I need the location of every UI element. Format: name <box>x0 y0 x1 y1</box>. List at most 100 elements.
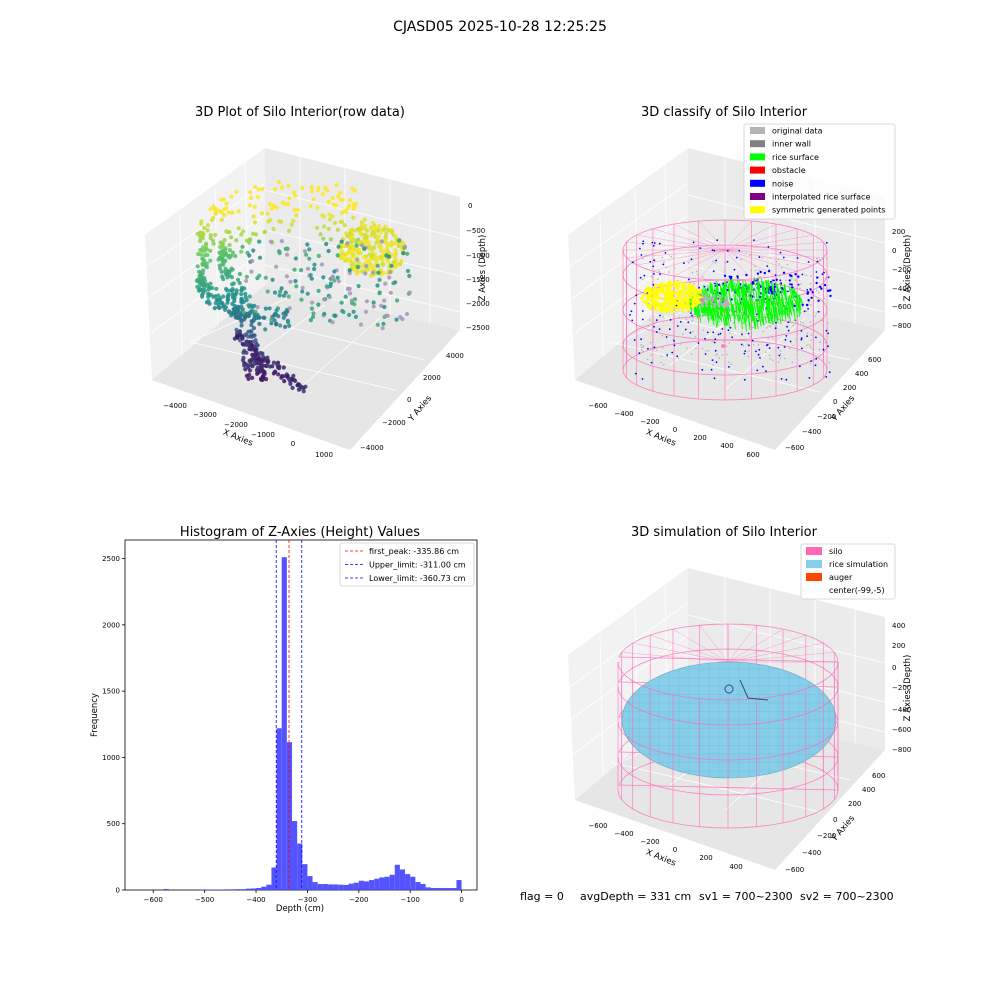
original-data-point <box>685 347 688 350</box>
noise-point <box>753 239 755 242</box>
noise-point <box>687 321 690 324</box>
legend-label-original-data: original data <box>772 127 823 136</box>
noise-point <box>791 286 794 289</box>
symmetric-generated-point <box>651 300 655 303</box>
raw-data-point <box>281 293 286 298</box>
rice-surface-point <box>701 308 704 316</box>
histogram-bar <box>451 888 457 890</box>
rice-surface-point <box>786 304 789 316</box>
raw-data-point <box>336 194 341 199</box>
noise-point <box>829 294 832 298</box>
silo-roof-spoke <box>724 249 798 272</box>
symmetric-generated-point <box>683 287 687 291</box>
raw-data-point <box>251 326 256 331</box>
raw-data-point <box>272 318 277 323</box>
noise-point <box>706 331 709 334</box>
noise-point <box>713 377 716 380</box>
noise-point <box>777 346 780 349</box>
noise-point <box>641 318 644 321</box>
raw-data-point <box>208 207 213 212</box>
original-data-point <box>660 361 662 364</box>
raw-data-point <box>233 254 238 259</box>
noise-point <box>726 249 729 252</box>
silo-point <box>700 298 704 302</box>
rice-surface-point <box>738 309 742 320</box>
rice-surface-point <box>789 302 792 314</box>
raw-data-point <box>234 238 239 243</box>
y-tick-label: 600 <box>868 356 881 364</box>
histogram-bar <box>425 887 431 890</box>
symmetric-generated-point <box>642 300 646 304</box>
histogram-bar <box>297 843 303 890</box>
noise-point <box>756 272 760 275</box>
rice-surface-point <box>793 288 796 295</box>
histogram-bar <box>235 889 241 890</box>
rice-surface-point <box>718 315 722 321</box>
original-data-point <box>771 337 774 339</box>
histogram-bar <box>343 884 349 890</box>
raw-data-point <box>287 196 292 201</box>
raw-data-point <box>291 373 296 378</box>
original-data-point <box>754 265 756 268</box>
raw-data-point <box>309 185 314 190</box>
original-data-point <box>718 357 721 360</box>
raw-data-point <box>239 232 244 237</box>
raw-data-point <box>249 195 254 200</box>
raw-data-point <box>376 270 381 275</box>
raw-data-point <box>364 228 369 233</box>
noise-point <box>655 331 658 333</box>
original-data-point <box>695 270 698 273</box>
rice-surface-point <box>744 299 748 313</box>
raw-data-point <box>336 244 341 249</box>
symmetric-generated-point <box>670 284 674 287</box>
symmetric-generated-point <box>640 296 643 300</box>
raw-data-point <box>362 217 367 222</box>
original-data-point <box>705 299 709 303</box>
rice-surface-point <box>741 286 744 293</box>
x-tick-label: 200 <box>693 434 706 442</box>
rice-surface-point <box>747 284 750 299</box>
z-tick-label: 400 <box>892 622 905 630</box>
noise-point <box>643 274 646 277</box>
histogram-bar <box>327 884 334 890</box>
raw-data-point <box>303 384 308 389</box>
rice-surface-point <box>787 301 790 312</box>
raw-data-point <box>316 302 321 307</box>
rice-surface-point <box>733 311 736 318</box>
original-data-point <box>821 319 823 322</box>
x-tick-label: −600 <box>588 822 607 830</box>
panel3-plot-frame <box>124 539 478 891</box>
rice-surface-point <box>736 300 740 312</box>
raw-data-point <box>224 272 229 277</box>
noise-point <box>676 325 679 327</box>
histogram-bar <box>302 864 308 890</box>
z-tick-label: −200 <box>892 684 911 692</box>
original-data-point <box>791 361 794 364</box>
raw-data-point <box>206 294 211 299</box>
rice-surface-point <box>765 289 768 302</box>
legend-swatch-original-data <box>750 127 765 134</box>
raw-data-point <box>234 189 239 194</box>
symmetric-generated-point <box>650 287 653 291</box>
rice-surface-point <box>780 311 784 321</box>
symmetric-generated-point <box>694 288 698 292</box>
noise-point <box>642 242 644 245</box>
original-data-point <box>768 268 771 271</box>
rice-surface-point <box>745 295 749 310</box>
y-tick-label: 500 <box>107 820 120 828</box>
noise-point <box>801 347 803 350</box>
raw-data-point <box>264 363 269 369</box>
rice-surface-point <box>781 294 785 304</box>
raw-data-point <box>195 264 200 269</box>
symmetric-generated-point <box>656 301 659 305</box>
rice-surface-point <box>736 316 740 324</box>
noise-point <box>729 326 732 329</box>
raw-data-point <box>253 184 258 189</box>
noise-point <box>807 261 810 263</box>
rice-surface-point <box>795 302 799 312</box>
noise-point <box>717 283 721 286</box>
symmetric-generated-point <box>666 295 670 299</box>
original-data-point <box>689 281 692 284</box>
noise-point <box>816 260 819 263</box>
